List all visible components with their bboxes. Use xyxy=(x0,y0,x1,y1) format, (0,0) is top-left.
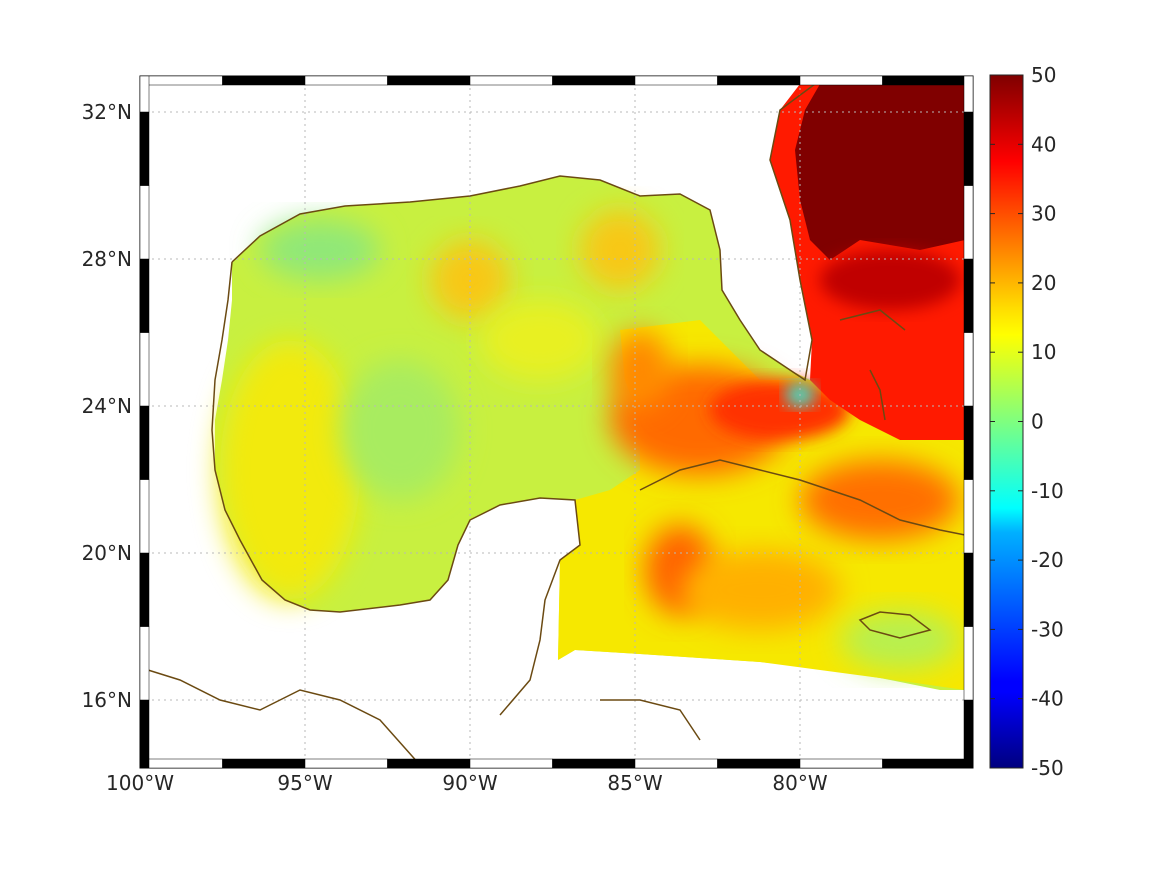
data-field xyxy=(215,84,965,690)
latitude-labels: 32°N 28°N 24°N 20°N 16°N xyxy=(82,100,132,712)
longitude-label: 90°W xyxy=(442,771,497,795)
latitude-label: 32°N xyxy=(82,100,132,124)
colorbar-ticks: 50 40 30 20 10 0 -10 -20 -30 -40 -50 xyxy=(990,63,1064,780)
frame-segment-top xyxy=(304,75,388,86)
longitude-label: 85°W xyxy=(607,771,662,795)
frame-segment-bottom xyxy=(552,758,636,769)
colorbar-tick-label: -30 xyxy=(1031,617,1064,641)
coastline xyxy=(147,83,966,766)
colorbar-tick-label: -20 xyxy=(1031,548,1064,572)
frame-segment-top xyxy=(387,75,471,86)
latitude-label: 28°N xyxy=(82,247,132,271)
frame-segment-right xyxy=(963,185,974,260)
frame-segment-bottom xyxy=(387,758,471,769)
frame-segment-top xyxy=(799,75,883,86)
colorbar-tick-label: 50 xyxy=(1031,63,1056,87)
colorbar-tick-label: -40 xyxy=(1031,687,1064,711)
frame-segment-right xyxy=(963,626,974,701)
frame-segment-right xyxy=(963,75,974,113)
colorbar-tick-label: 20 xyxy=(1031,271,1056,295)
frame-segment-bottom xyxy=(469,758,553,769)
frame-segment-bottom xyxy=(799,758,883,769)
frame-segment-left xyxy=(139,258,150,333)
frame-segment-right xyxy=(963,405,974,480)
frame-segment-bottom xyxy=(882,758,966,769)
colorbar-tick-label: -50 xyxy=(1031,756,1064,780)
frame-segment-right xyxy=(963,258,974,333)
colorbar-tick-label: 0 xyxy=(1031,410,1044,434)
latitude-label: 16°N xyxy=(82,688,132,712)
longitude-label: 100°W xyxy=(106,771,174,795)
frame-segment-right xyxy=(963,699,974,769)
latitude-label: 20°N xyxy=(82,541,132,565)
colorbar-tick-label: 40 xyxy=(1031,132,1056,156)
frame-segment-left xyxy=(139,552,150,627)
colorbar-tick-label: 30 xyxy=(1031,202,1056,226)
colorbar-tick-label: 10 xyxy=(1031,340,1056,364)
atlantic-dark-field xyxy=(795,84,965,260)
frame-segment-top xyxy=(634,75,718,86)
frame-segment-top xyxy=(552,75,636,86)
frame-segment-left xyxy=(139,479,150,554)
frame-segment-bottom xyxy=(222,758,306,769)
colorbar xyxy=(989,74,1024,769)
frame-segment-left xyxy=(139,699,150,769)
frame-segment-left xyxy=(139,185,150,260)
frame-segment-bottom xyxy=(139,758,223,769)
colorbar-tick-label: -10 xyxy=(1031,479,1064,503)
frame-segment-left xyxy=(139,332,150,407)
frame-segment-top xyxy=(139,75,223,86)
map-frame-dashes xyxy=(139,75,974,769)
frame-segment-top xyxy=(882,75,966,86)
longitude-label: 80°W xyxy=(772,771,827,795)
frame-segment-top xyxy=(717,75,801,86)
frame-segment-left xyxy=(139,626,150,701)
frame-segment-right xyxy=(963,479,974,554)
longitude-label: 95°W xyxy=(277,771,332,795)
frame-segment-left xyxy=(139,75,150,113)
frame-segment-top xyxy=(469,75,553,86)
latitude-label: 24°N xyxy=(82,394,132,418)
frame-segment-left xyxy=(139,111,150,186)
frame-segment-right xyxy=(963,552,974,627)
frame-segment-bottom xyxy=(717,758,801,769)
frame-segment-bottom xyxy=(304,758,388,769)
frame-segment-left xyxy=(139,405,150,480)
frame-segment-top xyxy=(222,75,306,86)
longitude-labels: 100°W 95°W 90°W 85°W 80°W xyxy=(106,771,828,795)
frame-segment-right xyxy=(963,111,974,186)
frame-segment-right xyxy=(963,332,974,407)
map-grid xyxy=(140,76,973,768)
frame-segment-bottom xyxy=(634,758,718,769)
